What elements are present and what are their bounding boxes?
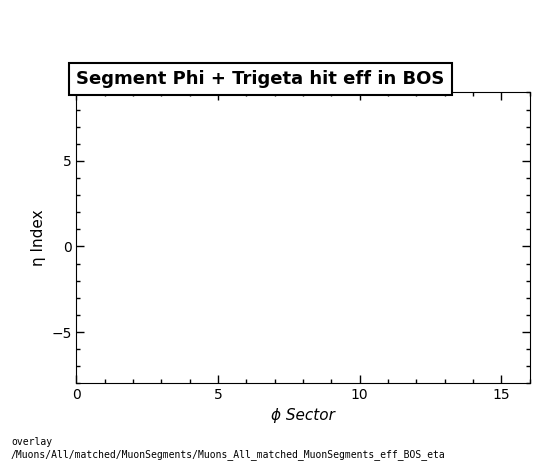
- Text: Segment Phi + Trigeta hit eff in BOS: Segment Phi + Trigeta hit eff in BOS: [76, 70, 445, 88]
- X-axis label: ϕ Sector: ϕ Sector: [271, 408, 335, 423]
- Text: overlay
/Muons/All/matched/MuonSegments/Muons_All_matched_MuonSegments_eff_BOS_e: overlay /Muons/All/matched/MuonSegments/…: [11, 437, 446, 460]
- Y-axis label: η Index: η Index: [31, 210, 46, 266]
